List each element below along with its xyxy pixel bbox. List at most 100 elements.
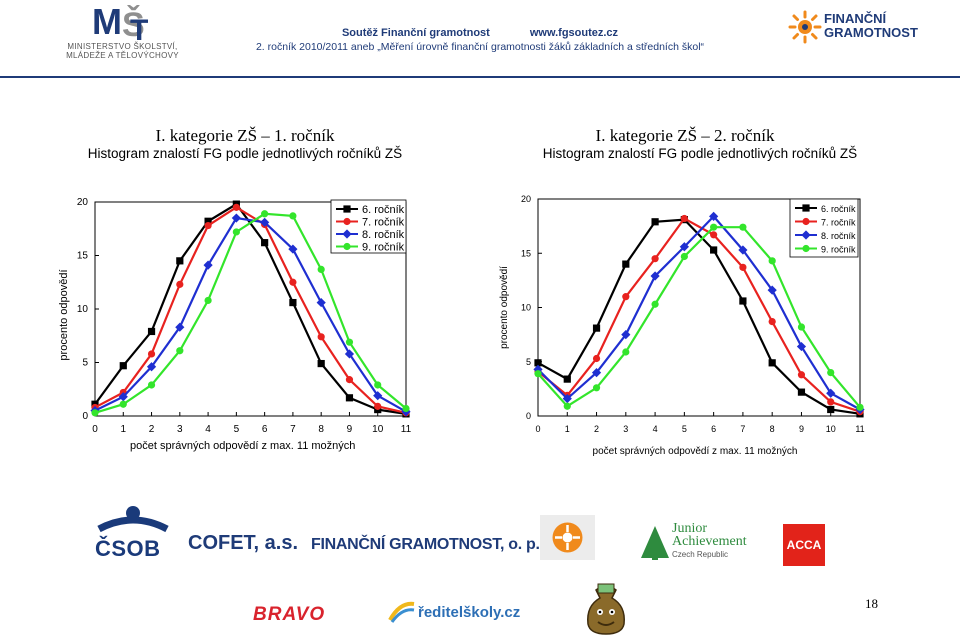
- x-tick-label: 4: [205, 424, 211, 435]
- x-tick-label: 8: [770, 424, 775, 434]
- legend-label: 9. ročník: [362, 242, 405, 254]
- data-point: [622, 348, 630, 356]
- legend-label: 9. ročník: [821, 245, 856, 255]
- y-tick-label: 0: [82, 411, 88, 422]
- reditel-text: ředitelškoly.cz: [418, 604, 521, 621]
- data-point: [119, 400, 127, 408]
- data-point: [147, 381, 156, 389]
- data-point: [563, 402, 571, 410]
- money-bag-icon: [587, 583, 625, 635]
- ja-line3: Czech Republic: [672, 550, 729, 559]
- csob-wave-icon: [97, 506, 169, 533]
- right-chart: 0 5 10 15 20 0 1 2 3 4 5 6 7 8 9 10 11 počet správných od…: [495, 190, 870, 460]
- legend-marker: [342, 229, 352, 239]
- data-point: [622, 293, 630, 301]
- data-point: [317, 265, 325, 274]
- data-point: [204, 296, 212, 305]
- x-tick-label: 2: [594, 424, 599, 434]
- legend-item: 8. ročník: [795, 230, 856, 241]
- y-axis-label: procento odpovědí: [58, 269, 70, 360]
- right-chart-svg: 0 5 10 15 20 0 1 2 3 4 5 6 7 8 9 10 11 počet správných od…: [499, 194, 865, 457]
- data-point: [827, 405, 835, 414]
- header-title-row: Soutěž Finanční gramotnost www.fgsoutez.c…: [230, 27, 730, 39]
- series-9-rocnik: [91, 210, 410, 417]
- csob-text: ČSOB: [95, 536, 161, 561]
- data-point: [289, 278, 297, 286]
- msmt-logo: M Š T: [60, 1, 185, 62]
- x-tick-label: 10: [826, 424, 836, 434]
- x-tick-label: 7: [740, 424, 745, 434]
- svg-text:M: M: [92, 2, 122, 42]
- acca-text: ACCA: [786, 538, 822, 552]
- data-point: [176, 280, 184, 288]
- msmt-line1: MINISTERSTVO ŠKOLSTVÍ,: [67, 42, 178, 51]
- x-tick-label: 11: [401, 424, 412, 435]
- x-tick-label: 2: [149, 424, 155, 435]
- y-tick-label: 0: [526, 411, 531, 421]
- x-tick-label: 5: [234, 424, 240, 435]
- x-tick-label: 6: [711, 424, 716, 434]
- csob-logo: ČSOB: [95, 505, 170, 561]
- data-point: [856, 403, 864, 411]
- data-point: [827, 369, 835, 377]
- data-point: [710, 231, 718, 239]
- data-point: [592, 384, 601, 392]
- data-point: [826, 388, 836, 398]
- data-point: [317, 333, 325, 341]
- data-point: [176, 347, 184, 355]
- data-point: [232, 203, 240, 211]
- y-tick-label: 20: [77, 197, 89, 208]
- data-point: [563, 375, 571, 383]
- ja-line2: Achievement: [672, 534, 747, 549]
- reditel-swoosh-icon: [388, 601, 415, 623]
- data-point: [260, 217, 270, 227]
- emblem-icon: [552, 522, 583, 553]
- data-point: [373, 391, 383, 401]
- data-point: [739, 263, 747, 271]
- y-tick-label: 5: [526, 357, 531, 367]
- data-point: [231, 213, 241, 223]
- legend-item: 7. ročník: [336, 217, 405, 229]
- data-point: [739, 223, 747, 231]
- data-point: [147, 350, 156, 358]
- data-point: [317, 359, 325, 368]
- data-point: [345, 338, 354, 346]
- data-point: [147, 327, 156, 336]
- series-line: [537, 218, 861, 415]
- header-website[interactable]: www.fgsoutez.cz: [529, 27, 619, 39]
- x-tick-label: 3: [177, 424, 183, 435]
- series-6-rocnik: [534, 216, 864, 418]
- data-point: [402, 404, 410, 413]
- ja-tree-icon: [641, 526, 669, 560]
- legend-marker: [802, 204, 810, 212]
- data-point: [176, 257, 184, 265]
- series-line: [94, 206, 407, 414]
- x-tick-label: 9: [347, 424, 353, 435]
- legend-marker: [801, 230, 811, 240]
- x-tick-label: 10: [372, 424, 384, 435]
- x-tick-label: 11: [855, 424, 864, 434]
- series-line: [537, 217, 861, 413]
- legend-item: 8. ročník: [336, 229, 405, 241]
- legend-marker: [802, 244, 810, 253]
- fg-logo-line1: FINANČNÍ: [824, 11, 887, 26]
- header-subtitle: 2. ročník 2010/2011 aneb „Měření úrovně …: [255, 41, 705, 53]
- data-point: [374, 381, 382, 389]
- acca-logo: ACCA: [783, 524, 825, 566]
- bravo-text: BRAVO: [253, 604, 326, 625]
- legend-marker: [802, 217, 810, 226]
- data-point: [680, 252, 688, 261]
- right-histogram-title: Histogram znalostí FG podle jednotlivých…: [542, 146, 858, 161]
- data-point: [739, 297, 747, 305]
- data-point: [768, 318, 776, 326]
- data-point: [768, 359, 776, 367]
- series-line: [94, 216, 407, 413]
- data-point: [175, 322, 185, 332]
- data-point: [622, 260, 630, 268]
- x-tick-label: 1: [565, 424, 570, 434]
- data-point: [203, 260, 213, 270]
- x-tick-label: 0: [535, 424, 540, 434]
- ja-text: Junior Achievement Czech Republic: [672, 522, 747, 561]
- orange-emblem-logo: [540, 515, 595, 560]
- fg-logo: FINANČNÍ GRAMOTNOST: [788, 10, 918, 44]
